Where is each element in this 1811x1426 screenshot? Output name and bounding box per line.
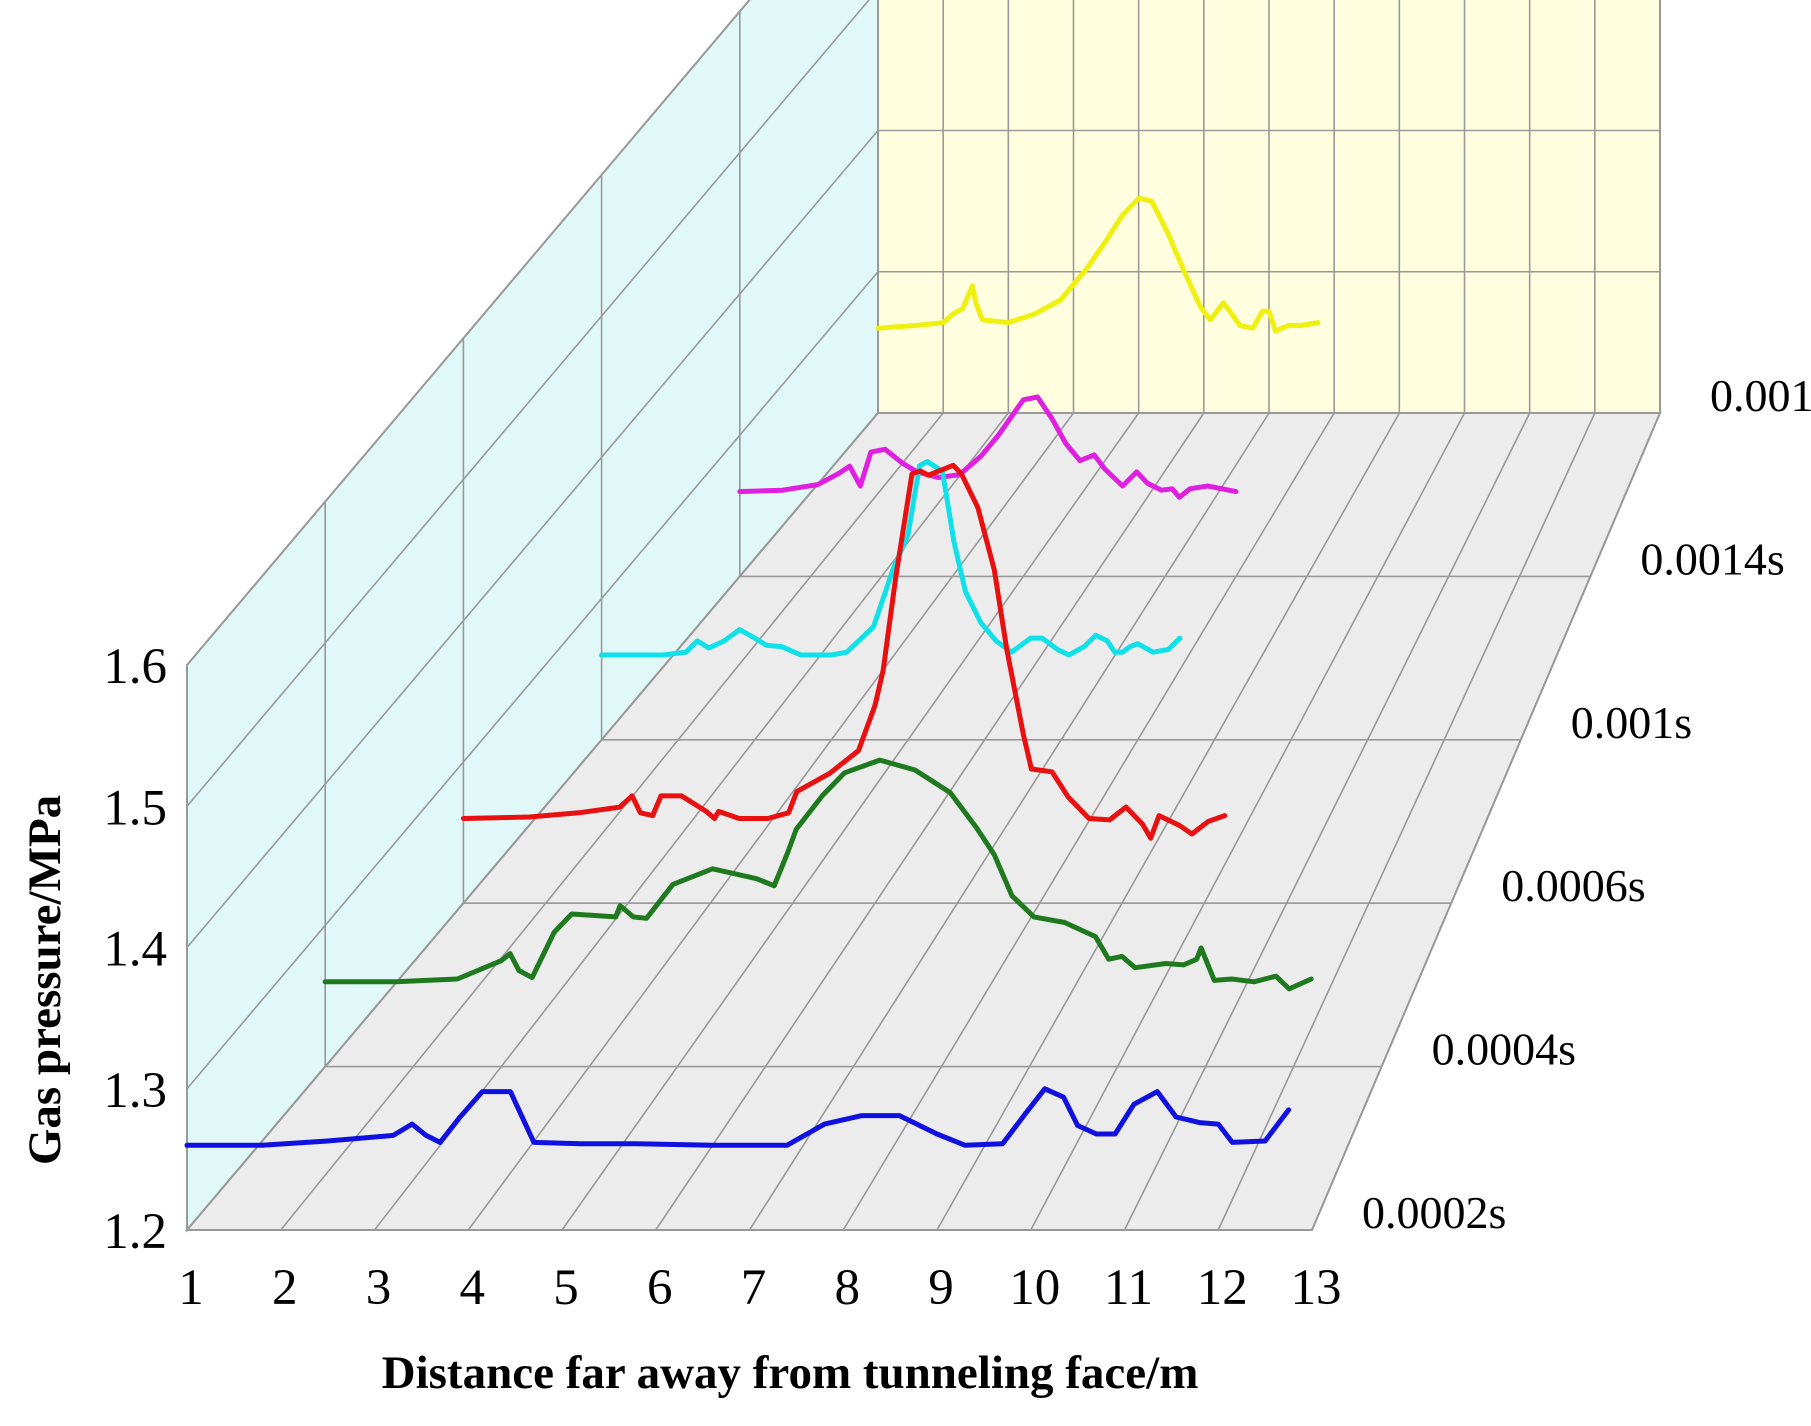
series-label: 0.001s [1571,697,1692,748]
floor-gridline-x [1123,412,1531,1231]
series-line-0_0004s [322,757,1314,992]
floor-gridline-x [842,412,1335,1231]
series-label: 0.0006s [1501,860,1645,911]
series-label: 0.0018s [1710,370,1811,421]
y-tick-label: 1.4 [103,922,167,978]
x-tick-label: 10 [1009,1260,1060,1316]
series-line-0_0002s [184,1086,1292,1148]
x-tick-label: 12 [1197,1260,1248,1316]
side-wall-gridline-h [186,271,879,1090]
chart-gridlines [186,0,1661,1231]
x-tick-label: 11 [1104,1260,1153,1316]
x-tick-label: 6 [647,1260,673,1316]
x-tick-label: 9 [928,1260,954,1316]
x-axis-title: Distance far away from tunneling face/m [382,1347,1199,1399]
x-tick-label: 3 [366,1260,392,1316]
x-tick-label: 8 [835,1260,861,1316]
y-tick-label: 1.6 [103,639,167,695]
series-line-0_0018s [875,195,1321,334]
y-tick-label: 1.2 [103,1204,167,1260]
y-tick-label: 1.5 [103,780,167,836]
floor-gridline-x [280,412,944,1231]
x-tick-label: 1 [178,1260,204,1316]
x-tick-labels: 1 2 3 4 5 6 7 8 9 10 11 12 13 [178,1260,1341,1316]
floor-gridline-x [748,412,1270,1231]
series-line-0_001s [599,459,1183,658]
chart-series-group [184,195,1321,1148]
y-axis-title: Gas pressure/MPa [19,795,71,1165]
floor-gridline-x [1030,412,1466,1231]
side-wall-gridline-h [186,0,870,807]
x-tick-label: 13 [1291,1260,1342,1316]
floor-gridline-x [186,412,879,1231]
y-tick-label: 1.3 [103,1063,167,1119]
side-wall-gridline-h [186,0,751,666]
x-tick-label: 4 [460,1260,486,1316]
series-labels: 0.0002s 0.0004s 0.0006s 0.001s 0.0014s 0.0018… [1362,370,1811,1238]
series-label: 0.0014s [1640,533,1784,584]
series-line-0_0006s [460,462,1228,841]
series-label: 0.0004s [1432,1024,1576,1075]
x-tick-label: 7 [741,1260,767,1316]
floor-gridline-x [1217,412,1596,1231]
y-tick-labels: 1.2 1.3 1.4 1.5 1.6 [103,639,167,1260]
side-wall-gridline-h [186,129,879,949]
floor-gridline-x [1311,412,1661,1231]
series-line-0_0014s [737,394,1239,500]
series-label: 0.0002s [1362,1187,1506,1238]
floor-gridline-x [561,412,1140,1231]
floor-gridline-x [655,412,1205,1231]
x-tick-label: 5 [553,1260,579,1316]
x-tick-label: 2 [272,1260,298,1316]
floor-gridline-x [467,412,1075,1231]
